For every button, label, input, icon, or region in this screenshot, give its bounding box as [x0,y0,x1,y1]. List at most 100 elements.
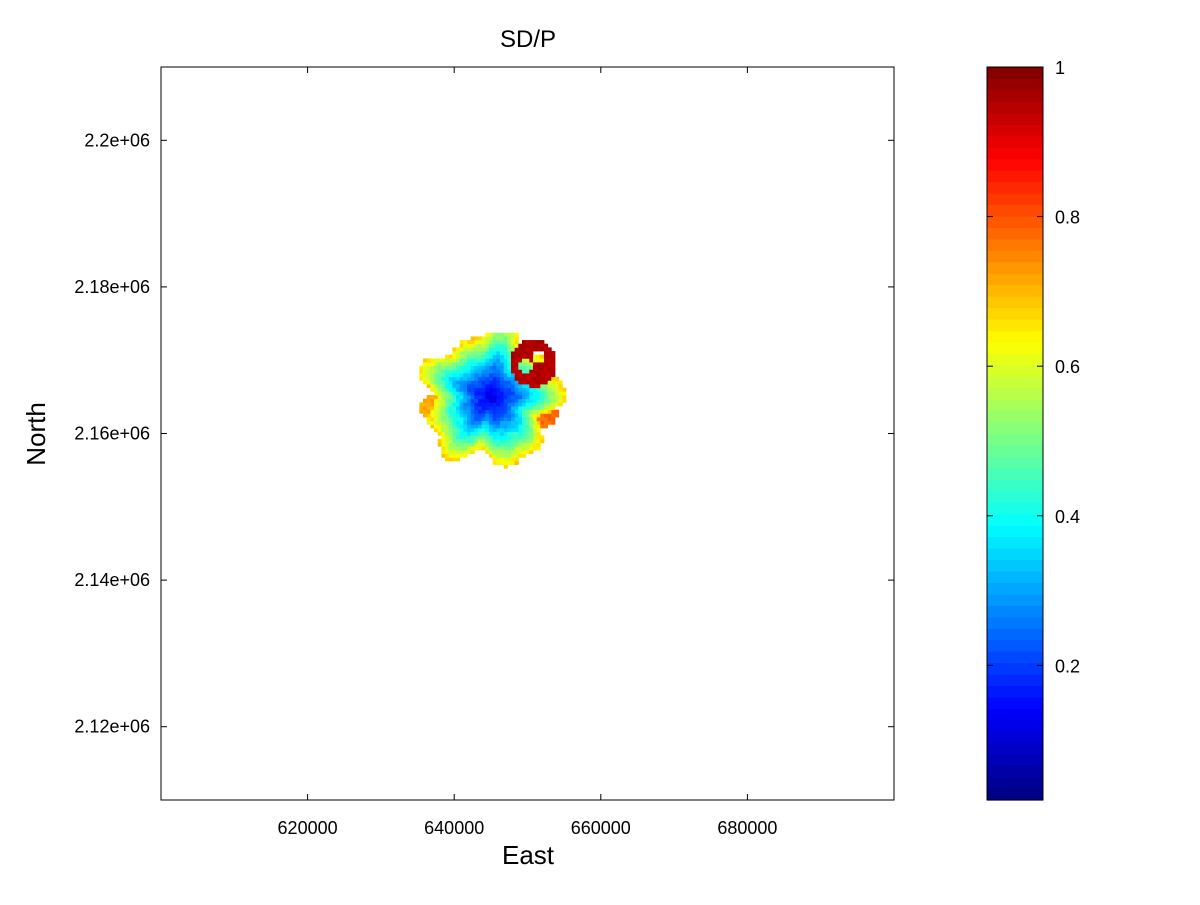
heatmap-cell [470,340,475,345]
heatmap-cell [522,340,527,345]
heatmap-cell [500,442,505,447]
heatmap-cell [448,362,453,367]
heatmap-cell [500,347,505,352]
heatmap-cell [489,347,494,352]
heatmap-cell [478,409,483,414]
colorbar-band [987,628,1043,641]
heatmap-cell [430,424,435,429]
heatmap-cell [536,369,541,374]
heatmap-cell [511,453,516,458]
heatmap-cell [511,358,516,363]
heatmap-cell [522,391,527,396]
heatmap-cell [470,362,475,367]
heatmap-cell [507,395,512,400]
heatmap-cell [540,365,545,370]
heatmap-cell [441,402,446,407]
colorbar-band [987,639,1043,652]
heatmap-cell [492,424,497,429]
heatmap-cell [532,438,538,444]
heatmap-cell [522,351,527,356]
heatmap-cell [529,435,534,440]
heatmap-cell [500,420,505,425]
heatmap-cell [452,435,457,440]
heatmap-cell [547,376,552,381]
heatmap-cell [518,428,523,433]
heatmap-cell [437,380,442,385]
heatmap-cell [434,369,439,374]
heatmap-cell [467,358,472,363]
heatmap-cell [467,384,472,389]
heatmap-cell [496,351,501,356]
heatmap-cell [445,417,450,422]
heatmap-cell [459,453,464,458]
heatmap-cell [430,362,435,367]
heatmap-cell [511,347,516,352]
colorbar-band [987,227,1043,240]
heatmap-cell [437,384,442,389]
heatmap-cell [474,384,479,389]
heatmap-cell [532,343,538,348]
heatmap-cell [467,380,472,385]
heatmap-cell [500,435,505,440]
heatmap-cell [434,402,439,407]
colorbar-band [987,89,1043,102]
heatmap-cell [448,369,453,374]
x-tick-label: 660000 [571,818,631,838]
heatmap-cell [448,438,453,444]
heatmap-cell [426,380,431,385]
heatmap-cell [547,395,552,400]
heatmap-cell [514,417,519,422]
heatmap-cell [525,347,530,352]
heatmap-cells [419,332,567,469]
heatmap-cell [532,424,538,429]
heatmap-cell [522,384,527,389]
heatmap-cell [496,362,501,367]
heatmap-cell [470,435,475,440]
heatmap-cell [503,417,508,422]
heatmap-cell [481,395,486,400]
heatmap-cell [445,387,450,392]
colorbar-band [987,605,1043,618]
heatmap-cell [445,457,450,462]
heatmap-cell [459,435,464,440]
heatmap-cell [525,398,530,403]
heatmap-cell [532,358,538,363]
heatmap-cell [456,373,461,378]
heatmap-cell [445,446,450,451]
colorbar-band [987,582,1043,595]
heatmap-cell [478,442,483,447]
heatmap-cell [507,424,512,429]
heatmap-cell [478,446,483,451]
x-tick-label: 680000 [717,818,777,838]
heatmap-cell [441,387,446,392]
heatmap-cell [514,424,519,429]
heatmap-cell [478,343,483,348]
heatmap-cell [518,438,523,444]
heatmap-cell [529,351,534,356]
heatmap-cell [522,453,527,458]
heatmap-cell [492,438,497,444]
heatmap-cell [456,428,461,433]
heatmap-cell [459,358,464,363]
heatmap-cell [554,413,560,418]
heatmap-cell [478,406,483,411]
heatmap-cell [489,332,494,337]
x-tick-label: 640000 [424,818,484,838]
heatmap-cell [481,402,486,407]
heatmap-cell [496,354,501,359]
heatmap-cell [514,438,519,444]
heatmap-cell [525,354,530,359]
y-tick-label: 2.18e+06 [74,277,150,297]
heatmap-cell [485,417,490,422]
heatmap-cell [543,373,549,378]
heatmap-cell [459,417,464,422]
heatmap-cell [551,354,556,359]
y-tick-label: 2.12e+06 [74,717,150,737]
heatmap-cell [540,417,545,422]
heatmap-cell [529,409,534,414]
heatmap-cell [437,438,442,444]
heatmap-cell [500,380,505,385]
heatmap-cell [459,431,464,436]
heatmap-cell [459,398,464,403]
colorbar-band [987,296,1043,309]
